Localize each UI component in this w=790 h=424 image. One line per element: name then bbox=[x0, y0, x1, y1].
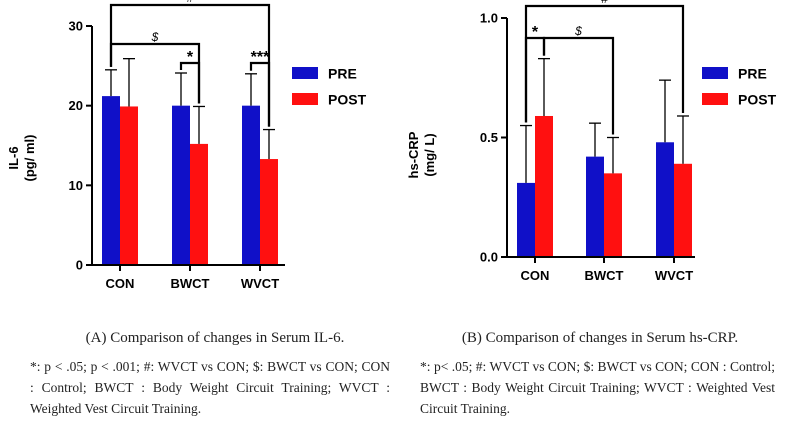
legend-label-post: POST bbox=[328, 92, 367, 108]
significance-label: * bbox=[187, 49, 194, 66]
y-tick-label: 20 bbox=[69, 98, 83, 113]
caption-b-title: (B) Comparison of changes in Serum hs-CR… bbox=[461, 330, 739, 346]
legend-label-pre: PRE bbox=[328, 66, 357, 82]
significance-bracket bbox=[179, 61, 201, 104]
bar-post-con bbox=[120, 106, 138, 265]
x-tick-label: WVCT bbox=[241, 276, 279, 291]
x-tick-label: WVCT bbox=[655, 268, 693, 283]
x-tick-label: CON bbox=[521, 268, 550, 283]
bar-pre-con bbox=[517, 182, 535, 257]
significance-bracket bbox=[524, 4, 685, 123]
legend-swatch-pre bbox=[702, 67, 728, 79]
caption-a-title: (A) Comparison of changes in Serum IL-6. bbox=[85, 330, 345, 346]
bar-pre-bwct bbox=[172, 105, 190, 266]
significance-label: *** bbox=[251, 49, 270, 66]
x-tick-label: BWCT bbox=[585, 268, 624, 283]
y-tick-label: 0.5 bbox=[480, 130, 498, 145]
significance-label: # bbox=[187, 0, 194, 5]
bar-post-wvct bbox=[674, 163, 692, 257]
y-axis-label-line2: (pg/ ml) bbox=[22, 135, 37, 182]
legend-swatch-post bbox=[292, 93, 318, 105]
y-tick-label: 1.0 bbox=[480, 11, 498, 26]
bar-post-con bbox=[535, 115, 553, 258]
bar-post-bwct bbox=[190, 143, 208, 265]
y-tick-label: 30 bbox=[69, 19, 83, 34]
significance-bracket bbox=[524, 36, 546, 123]
y-tick-label: 0 bbox=[76, 258, 83, 273]
bar-post-bwct bbox=[604, 173, 622, 257]
significance-label: $ bbox=[151, 30, 159, 44]
y-axis-label-line2: (mg/ L) bbox=[422, 133, 437, 176]
caption-a-note: *: p < .05; p < .001; #: WVCT vs CON; $:… bbox=[30, 359, 390, 416]
significance-bracket bbox=[249, 61, 271, 127]
x-tick-label: CON bbox=[106, 276, 135, 291]
bar-pre-wvct bbox=[242, 105, 260, 266]
x-tick-label: BWCT bbox=[171, 276, 210, 291]
y-tick-label: 10 bbox=[69, 178, 83, 193]
significance-label: # bbox=[601, 0, 608, 6]
significance-bracket bbox=[109, 42, 201, 104]
bar-pre-wvct bbox=[656, 142, 674, 257]
significance-bracket bbox=[542, 36, 615, 135]
hscrp-chart: 0.0 0.5 1.0 CON BWCT WVCT hs-CRP (mg/ L) PRE POST… bbox=[406, 0, 777, 283]
legend-swatch-pre bbox=[292, 67, 318, 79]
y-tick-label: 0.0 bbox=[480, 250, 498, 265]
il6-chart: 0 10 20 30 CON BWCT WVCT IL-6(pg/ ml) PRE POST # $ *… bbox=[6, 0, 367, 291]
significance-label: $ bbox=[574, 24, 582, 38]
bar-post-wvct bbox=[260, 159, 278, 265]
y-axis-label-line1: IL-6 bbox=[6, 146, 21, 169]
legend-label-pre: PRE bbox=[738, 66, 767, 82]
y-axis-label-line1: hs-CRP bbox=[406, 131, 421, 178]
caption-b-note: *: p< .05; #: WVCT vs CON; $: BWCT vs CO… bbox=[420, 359, 775, 416]
bar-pre-con bbox=[102, 96, 120, 266]
legend-label-post: POST bbox=[738, 92, 777, 108]
legend-swatch-post bbox=[702, 93, 728, 105]
significance-label: * bbox=[532, 24, 539, 41]
bar-pre-bwct bbox=[586, 156, 604, 257]
